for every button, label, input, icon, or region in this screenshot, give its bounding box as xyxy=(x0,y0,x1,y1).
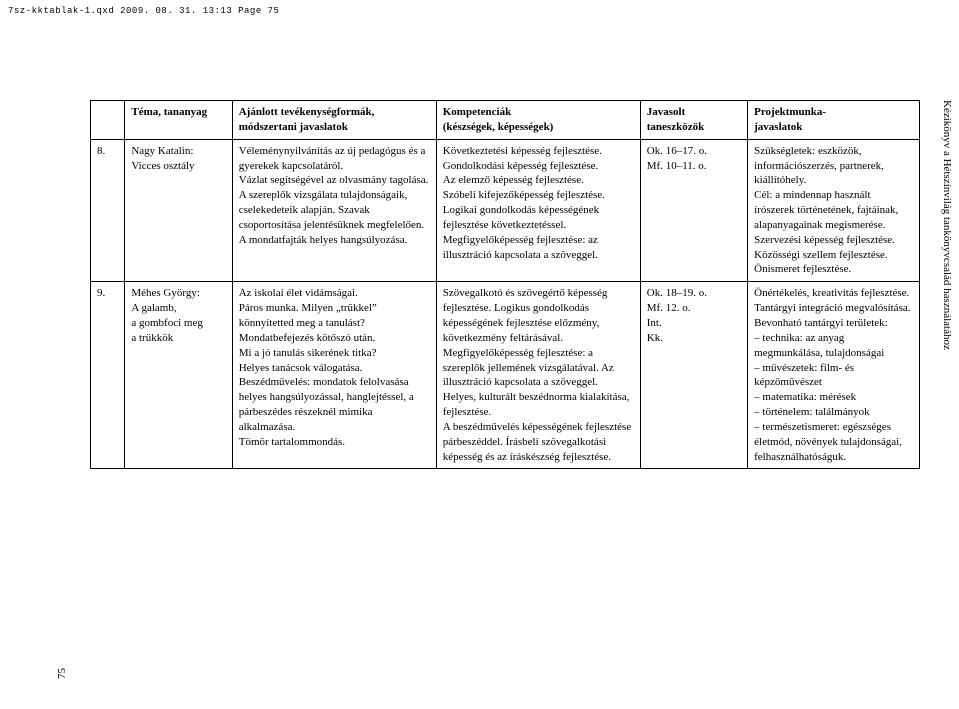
cell-ajanlott: Véleménynyilvánítás az új pedagógus és a… xyxy=(232,139,436,282)
cell-tema: Méhes György: A galamb, a gombfoci meg a… xyxy=(125,282,232,469)
side-caption: Kézikönyv a Hétszínvilág tankönyvcsalád … xyxy=(941,100,953,350)
cell-num: 9. xyxy=(91,282,125,469)
col-header-projekt: Projektmunka- javaslatok xyxy=(748,101,920,140)
cell-projekt: Önértékelés, kreativitás fejlesztése. Ta… xyxy=(748,282,920,469)
curriculum-table: Téma, tananyag Ajánlott tevékenységformá… xyxy=(90,100,920,469)
cell-javasolt: Ok. 18–19. o. Mf. 12. o. Int. Kk. xyxy=(640,282,747,469)
table-header-row: Téma, tananyag Ajánlott tevékenységformá… xyxy=(91,101,920,140)
cell-tema: Nagy Katalin: Vicces osztály xyxy=(125,139,232,282)
col-header-tema: Téma, tananyag xyxy=(125,101,232,140)
col-header-num xyxy=(91,101,125,140)
cell-ajanlott: Az iskolai élet vidámságai. Páros munka.… xyxy=(232,282,436,469)
cell-javasolt: Ok. 16–17. o. Mf. 10–11. o. xyxy=(640,139,747,282)
col-header-komp: Kompetenciák (készségek, képességek) xyxy=(436,101,640,140)
cell-projekt: Szükségletek: eszközök, információszerzé… xyxy=(748,139,920,282)
cell-komp: Szövegalkotó és szövegértő képesség fejl… xyxy=(436,282,640,469)
table-row: 9. Méhes György: A galamb, a gombfoci me… xyxy=(91,282,920,469)
page-container: 7sz-kktablak-1.qxd 2009. 08. 31. 13:13 P… xyxy=(0,0,959,709)
cell-komp: Következtetési képesség fejlesztése. Gon… xyxy=(436,139,640,282)
page-number: 75 xyxy=(56,668,68,679)
print-header: 7sz-kktablak-1.qxd 2009. 08. 31. 13:13 P… xyxy=(8,6,279,16)
table-row: 8. Nagy Katalin: Vicces osztály Vélemény… xyxy=(91,139,920,282)
col-header-javasolt: Javasolt taneszközök xyxy=(640,101,747,140)
cell-num: 8. xyxy=(91,139,125,282)
col-header-ajanlott: Ajánlott tevékenységformák, módszertani … xyxy=(232,101,436,140)
